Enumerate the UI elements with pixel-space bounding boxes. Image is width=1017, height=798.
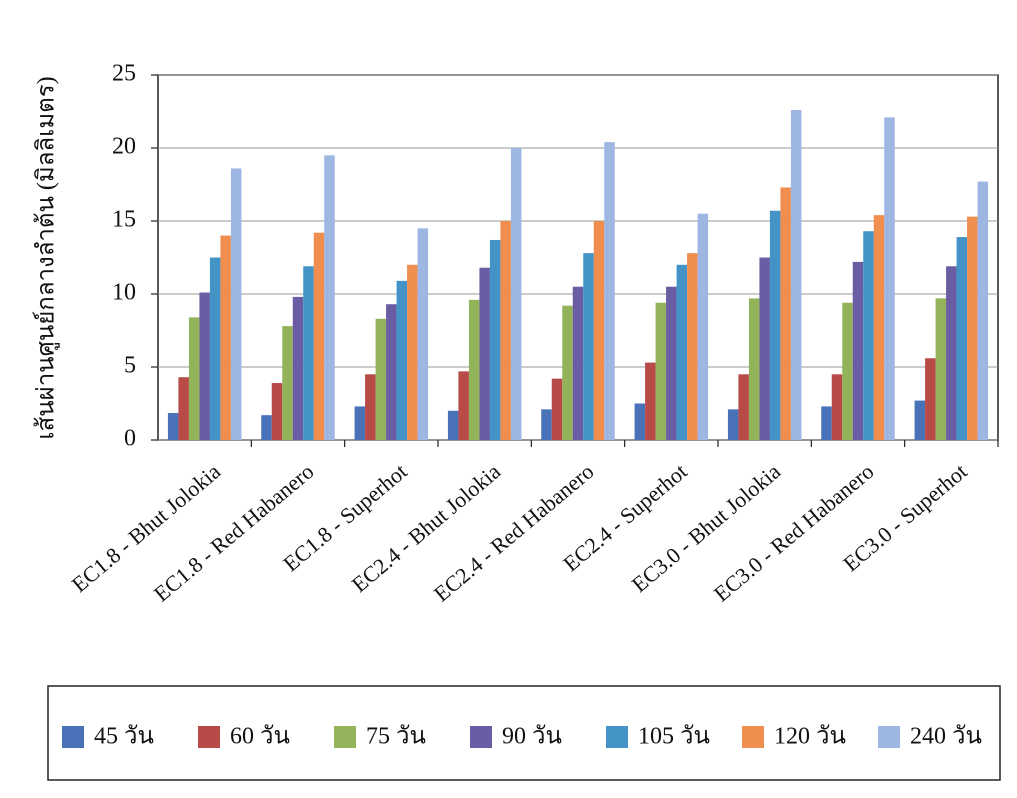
bar [271,383,283,440]
bar [925,358,936,440]
bar [748,298,760,440]
bar [230,168,242,440]
bar [199,292,210,440]
bar [354,406,366,440]
bar [188,317,200,440]
bar [873,215,885,440]
bar [365,374,376,440]
y-tick-label: 20 [112,134,136,160]
bar [977,181,989,440]
bar [375,318,387,440]
bar [738,374,749,440]
bar [593,221,605,440]
y-tick-label: 25 [112,61,136,87]
bar [572,286,584,440]
bar [821,406,832,440]
bar [324,155,335,441]
y-tick-label: 5 [124,353,136,379]
bar [790,110,802,440]
bar [583,253,594,440]
legend-swatch [62,726,84,748]
legend-label: 240 วัน [910,724,982,750]
bar [468,299,480,440]
legend-label: 105 วัน [638,724,710,750]
bar [655,302,667,440]
bar [604,142,615,440]
bar [489,239,501,440]
bar [292,296,304,440]
bar [396,280,408,440]
bar [313,232,325,440]
bar [884,117,895,440]
bar [769,210,781,440]
bar [676,264,688,440]
bar [386,304,397,440]
legend-label: 120 วัน [774,724,846,750]
bar [914,400,926,440]
legend-swatch [606,726,628,748]
bar [645,362,656,440]
bar [687,253,698,440]
bar [842,302,853,440]
bar [407,264,418,440]
legend-label: 75 วัน [366,724,426,750]
legend-label: 90 วัน [502,724,562,750]
bar [967,216,978,440]
legend-label: 45 วัน [94,724,154,750]
bar [780,187,791,440]
bar [759,257,770,440]
legend-swatch [198,726,220,748]
legend-swatch [334,726,356,748]
y-tick-label: 0 [124,426,136,452]
bar [167,412,179,440]
bar [178,377,189,440]
bar [458,371,469,440]
bar [479,267,490,440]
bar [727,409,739,440]
bar [417,228,429,440]
bar [209,257,221,440]
bar [935,298,947,440]
bar [282,326,293,440]
legend-swatch [878,726,900,748]
bar [946,266,957,440]
bar [666,286,677,440]
bar [500,221,511,440]
bar [510,148,522,440]
bar [697,213,709,440]
bar [541,409,552,440]
bar [863,231,874,440]
y-tick-label: 10 [112,280,136,306]
y-tick-label: 15 [112,207,136,233]
bar [447,410,459,440]
bar [831,374,843,440]
legend-swatch [470,726,492,748]
bar [852,261,864,440]
bar [303,266,314,440]
bar [220,235,231,440]
y-axis-title: เส้นผ่านศูนย์กลางลำต้น (มิลลิเมตร) [32,76,61,439]
bar [562,305,573,440]
bar [261,415,272,440]
legend-box [47,685,1001,781]
legend-swatch [742,726,764,748]
bar [551,378,563,440]
legend-label: 60 วัน [230,724,290,750]
bar [956,237,968,440]
bar [634,403,646,440]
